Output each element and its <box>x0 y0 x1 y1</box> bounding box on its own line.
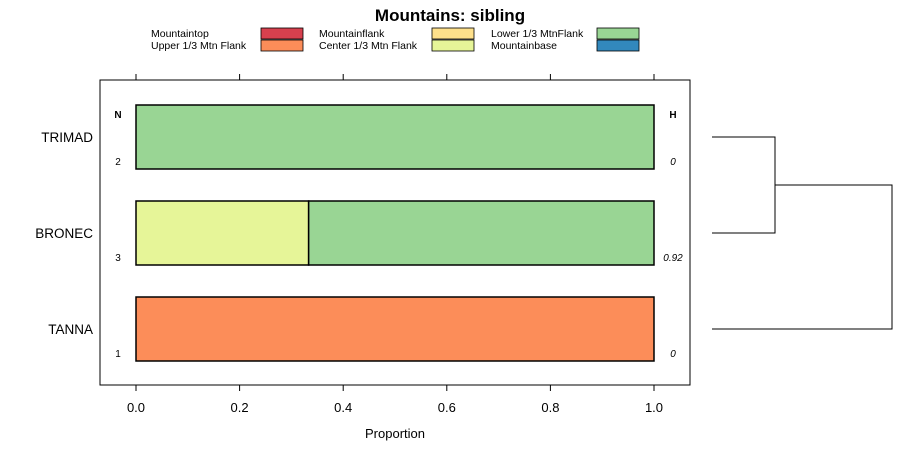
x-tick-label: 1.0 <box>645 400 663 415</box>
legend-label: Upper 1/3 Mtn Flank <box>151 40 247 52</box>
n-value: 1 <box>115 349 121 360</box>
x-axis: 0.0 0.2 0.4 0.6 0.8 1.0 <box>127 74 663 415</box>
x-tick-label: 0.2 <box>231 400 249 415</box>
legend-label: Mountainbase <box>491 40 557 52</box>
legend-label: Center 1/3 Mtn Flank <box>319 40 418 52</box>
legend-label: Mountaintop <box>151 28 209 40</box>
legend-swatch <box>596 27 640 40</box>
h-value: 0 <box>670 157 676 168</box>
n-value: 2 <box>115 157 121 168</box>
x-axis-label: Proportion <box>365 426 425 441</box>
dendrogram-branch <box>712 184 893 330</box>
chart-title: Mountains: sibling <box>375 6 525 25</box>
legend-swatch <box>431 27 475 40</box>
category-label: TANNA <box>48 322 93 337</box>
x-tick-label: 0.6 <box>438 400 456 415</box>
category-label: TRIMAD <box>41 130 93 145</box>
bar-segment <box>135 296 655 362</box>
bar-row: BRONEC 3 0.92 <box>35 200 683 266</box>
bar-segment <box>135 200 310 266</box>
category-label: BRONEC <box>35 226 93 241</box>
legend-label: Lower 1/3 MtnFlank <box>491 28 584 40</box>
plot-frame <box>99 79 691 386</box>
legend-swatch <box>431 39 475 52</box>
bar-segment <box>307 200 655 266</box>
legend-swatch <box>260 39 304 52</box>
x-tick-label: 0.8 <box>541 400 559 415</box>
h-value: 0.92 <box>663 253 683 264</box>
bar-row: TANNA 1 0 <box>48 296 676 362</box>
legend-swatch <box>260 27 304 40</box>
x-tick-label: 0.4 <box>334 400 352 415</box>
legend-swatch <box>596 39 640 52</box>
n-value: 3 <box>115 253 121 264</box>
h-value: 0 <box>670 349 676 360</box>
n-header: N <box>114 110 121 121</box>
h-header: H <box>669 110 676 121</box>
x-tick-label: 0.0 <box>127 400 145 415</box>
bar-segment <box>135 104 655 170</box>
dendrogram <box>712 136 893 330</box>
dendrogram-branch <box>712 136 776 234</box>
bar-row: TRIMAD 2 0 <box>41 104 676 170</box>
bar-rows: TRIMAD 2 0 BRONEC 3 0.92 TANNA 1 0 <box>35 104 683 362</box>
legend-label: Mountainflank <box>319 28 385 40</box>
